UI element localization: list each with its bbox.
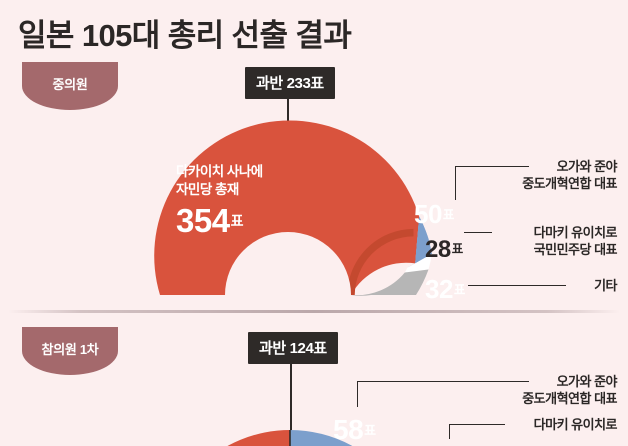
callout-tamaki-name: 다마키 유이치로	[533, 225, 618, 240]
slice-label-takaichi-name: 다카이치 사나에	[176, 164, 263, 179]
section-badge-lower-house: 중의원	[22, 62, 118, 110]
callout-ogawa-title: 중도개혁연합 대표	[522, 175, 617, 191]
leader-line-ogawa-upper	[357, 381, 529, 383]
callout-ogawa-name: 오가와 준야	[556, 159, 618, 174]
slice-value-other-number: 32	[425, 274, 453, 304]
slice-takaichi	[154, 120, 420, 295]
slice-value-takaichi: 354표	[176, 204, 243, 237]
section-badge-upper-house: 참의원 1차	[22, 327, 118, 375]
slice-value-ogawa-unit: 표	[442, 208, 455, 222]
callout-tamaki: 다마키 유이치로 국민민주당 대표	[389, 225, 618, 258]
leader-line-ogawa	[455, 166, 529, 168]
slice-value-ogawa-upper-unit: 표	[364, 423, 376, 438]
majority-marker-upper-house: 과반 124표	[248, 332, 338, 364]
slice-value-tamaki: 28표	[425, 236, 463, 264]
donut-hole	[225, 232, 351, 295]
slice-value-tamaki-unit: 표	[451, 242, 464, 256]
callout-other-name: 기타	[594, 278, 617, 293]
callout-ogawa-upper-title: 중도개혁연합 대표	[522, 390, 617, 406]
callout-tamaki-upper: 다마키 유이치로	[389, 417, 618, 434]
callout-ogawa: 오가와 준야 중도개혁연합 대표	[389, 159, 617, 192]
section-divider	[8, 310, 620, 313]
leader-line-other	[468, 285, 566, 287]
slice-value-ogawa: 50표	[414, 199, 454, 230]
callout-ogawa-upper: 오가와 준야 중도개혁연합 대표	[389, 374, 617, 407]
slice-takaichi-upper	[227, 430, 290, 446]
callout-tamaki-title: 국민민주당 대표	[533, 241, 618, 257]
slice-value-ogawa-upper: 58표	[333, 414, 376, 446]
leader-vert-ogawa-upper	[357, 381, 359, 407]
majority-stem-upper-house	[290, 362, 292, 440]
slice-label-takaichi-title: 자민당 총재	[176, 182, 239, 197]
callout-ogawa-upper-name: 오가와 준야	[556, 374, 618, 389]
callout-other: 기타	[389, 278, 617, 295]
majority-marker-lower-house: 과반 233표	[245, 67, 335, 99]
leader-vert-ogawa	[455, 166, 457, 200]
leader-vert-tamaki-upper	[449, 424, 451, 439]
slice-value-other: 32표	[425, 274, 465, 305]
slice-value-ogawa-upper-number: 58	[333, 414, 364, 445]
donut-inner-rim	[347, 228, 414, 296]
slice-value-takaichi-unit: 표	[230, 213, 244, 229]
slice-value-ogawa-number: 50	[414, 199, 442, 229]
leader-line-tamaki	[464, 232, 492, 234]
page-title: 일본 105대 총리 선출 결과	[18, 18, 352, 53]
slice-value-other-unit: 표	[453, 283, 466, 297]
slice-value-takaichi-number: 354	[176, 202, 230, 239]
callout-tamaki-upper-name: 다마키 유이치로	[533, 417, 618, 432]
leader-line-tamaki-upper	[449, 424, 505, 426]
slice-value-tamaki-number: 28	[425, 236, 451, 263]
